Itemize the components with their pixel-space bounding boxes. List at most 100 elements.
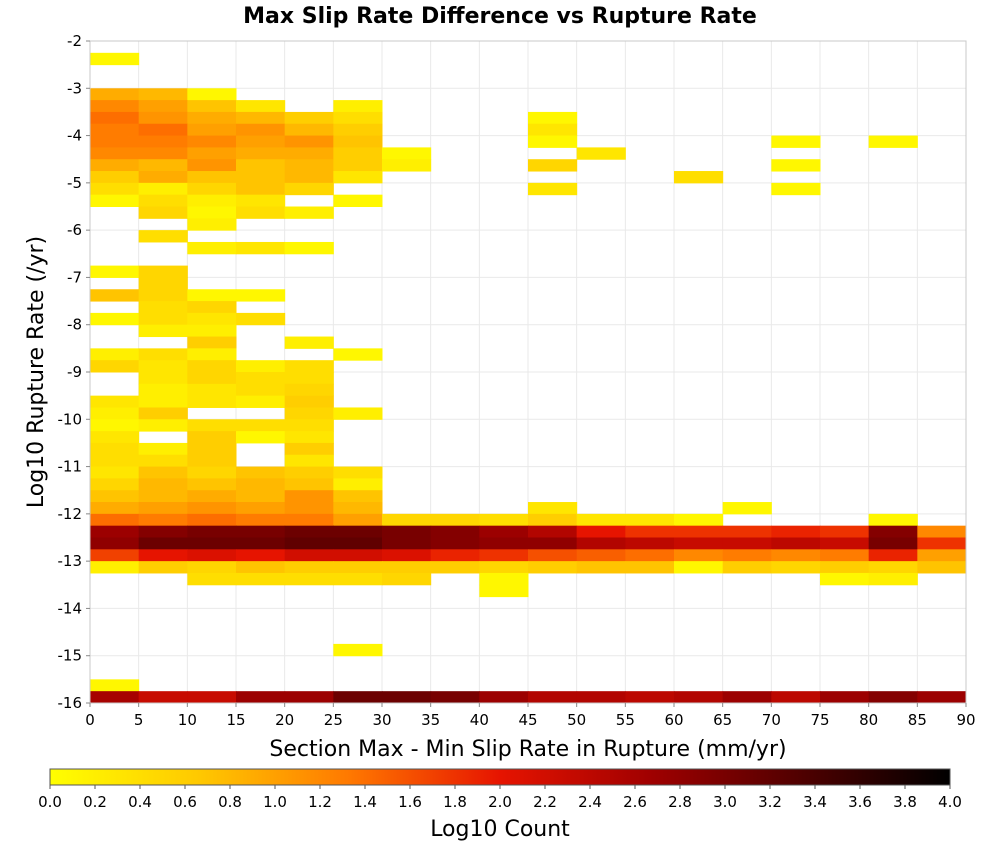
colorbar-tick-label: 4.0 (938, 793, 962, 811)
heatmap-cell (382, 537, 432, 550)
heatmap-cell (868, 525, 918, 538)
heatmap-cell (90, 111, 140, 125)
heatmap-cell (187, 572, 237, 586)
heatmap-cell (90, 360, 140, 373)
heatmap-cell (820, 525, 870, 538)
heatmap-cell (382, 159, 432, 172)
x-tick-label: 55 (616, 711, 635, 729)
heatmap-cell (917, 561, 967, 574)
heatmap-cell (90, 454, 140, 468)
heatmap-cell (333, 513, 383, 527)
heatmap-cell (479, 525, 529, 538)
heatmap-cell (187, 159, 237, 172)
heatmap-cell (528, 159, 578, 172)
y-tick-label: -5 (67, 174, 82, 192)
heatmap-cell (625, 537, 675, 550)
heatmap-cell (430, 561, 480, 574)
heatmap-cell (868, 561, 918, 574)
heatmap-cell (576, 147, 626, 160)
heatmap-cell (284, 159, 334, 172)
heatmap-cell (138, 111, 188, 125)
heatmap-cell (187, 289, 237, 302)
heatmap-cell (236, 383, 286, 397)
y-tick-label: -6 (67, 221, 82, 239)
heatmap-cell (479, 561, 529, 574)
heatmap-cell (138, 383, 188, 397)
heatmap-cell (820, 691, 870, 704)
y-tick-label: -15 (58, 647, 83, 665)
heatmap-cell (333, 478, 383, 491)
y-tick-label: -14 (58, 599, 83, 617)
heatmap-cell (674, 525, 724, 538)
x-tick-label: 85 (908, 711, 927, 729)
heatmap-cell (187, 135, 237, 148)
heatmap-cell (430, 691, 480, 704)
y-axis-label: Log10 Rupture Rate (/yr) (24, 236, 49, 508)
chart-title: Max Slip Rate Difference vs Rupture Rate (243, 4, 757, 29)
heatmap-cell (236, 419, 286, 432)
heatmap-cell (187, 442, 237, 456)
heatmap-cell (187, 194, 237, 207)
x-tick-label: 75 (810, 711, 829, 729)
y-tick-label: -16 (58, 694, 83, 712)
heatmap-cell (284, 206, 334, 219)
heatmap-cell (138, 88, 188, 101)
heatmap-cell (90, 431, 140, 444)
heatmap-cell (528, 525, 578, 538)
heatmap-cell (625, 561, 675, 574)
heatmap-cell (528, 123, 578, 137)
heatmap-cell (674, 549, 724, 562)
heatmap-cell (90, 490, 140, 503)
heatmap-cell (187, 111, 237, 125)
colorbar-tick-label: 2.2 (533, 793, 557, 811)
y-tick-label: -2 (67, 32, 82, 50)
heatmap-cell (284, 372, 334, 385)
heatmap-cell (138, 419, 188, 432)
heatmap-cell (479, 513, 529, 527)
heatmap-cell (576, 525, 626, 538)
heatmap-cell (187, 206, 237, 219)
colorbar-tick-label: 3.6 (848, 793, 872, 811)
heatmap-cells (90, 52, 967, 704)
y-tick-label: -11 (58, 458, 83, 476)
heatmap-cell (528, 111, 578, 125)
heatmap-cell (138, 454, 188, 468)
heatmap-cell (284, 466, 334, 479)
heatmap-cell (576, 561, 626, 574)
heatmap-cell (917, 537, 967, 550)
heatmap-cell (284, 490, 334, 503)
x-tick-label: 10 (178, 711, 197, 729)
heatmap-cell (236, 312, 286, 326)
heatmap-cell (90, 466, 140, 479)
heatmap-cell (284, 419, 334, 432)
colorbar-tick-label: 0.6 (173, 793, 197, 811)
heatmap-cell (138, 442, 188, 456)
heatmap-cell (236, 147, 286, 160)
heatmap-cell (868, 135, 918, 148)
heatmap-cell (138, 549, 188, 562)
colorbar-tick-label: 0.0 (38, 793, 62, 811)
heatmap-cell (284, 111, 334, 125)
heatmap-cell (528, 135, 578, 148)
heatmap-cell (187, 312, 237, 326)
heatmap-cell (236, 135, 286, 148)
heatmap-cell (333, 466, 383, 479)
colorbar-tick-label: 0.4 (128, 793, 152, 811)
x-tick-label: 20 (275, 711, 294, 729)
heatmap-cell (187, 182, 237, 196)
heatmap-cell (333, 171, 383, 184)
heatmap-cell (284, 691, 334, 704)
heatmap-cell (382, 147, 432, 160)
heatmap-cell (333, 549, 383, 562)
y-tick-label: -7 (67, 268, 82, 286)
heatmap-cell (187, 561, 237, 574)
heatmap-cell (528, 561, 578, 574)
heatmap-cell (771, 159, 821, 172)
heatmap-cell (771, 561, 821, 574)
colorbar-tick-label: 3.4 (803, 793, 827, 811)
heatmap-cell (236, 194, 286, 207)
heatmap-cell (90, 513, 140, 527)
heatmap-cell (90, 525, 140, 538)
colorbar-tick-label: 3.2 (758, 793, 782, 811)
heatmap-cell (187, 88, 237, 101)
